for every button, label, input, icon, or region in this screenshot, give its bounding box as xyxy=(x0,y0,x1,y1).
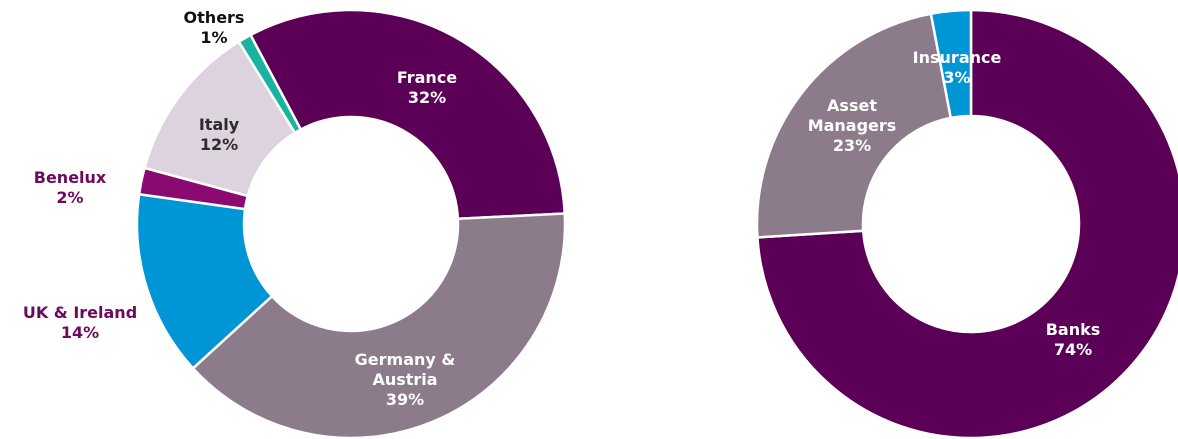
slice-name: Insurance xyxy=(912,48,1002,67)
slice-percent: 1% xyxy=(200,28,228,47)
donut-slice xyxy=(929,8,973,120)
slice-name: Others xyxy=(183,8,245,27)
slice-name: Asset Managers xyxy=(807,96,897,135)
slice-name: Germany & Austria xyxy=(354,350,456,389)
slice-percent: 14% xyxy=(60,323,100,342)
slice-label: France 32% xyxy=(397,68,457,108)
slice-percent: 23% xyxy=(832,136,872,155)
slice-label: Benelux 2% xyxy=(34,168,106,208)
slice-name: Banks xyxy=(1045,320,1101,339)
slice-label: Germany & Austria 39% xyxy=(345,350,465,410)
slice-label: Banks 74% xyxy=(1046,320,1101,360)
slice-label: UK & Ireland 14% xyxy=(23,303,137,343)
donut-slice xyxy=(237,33,303,135)
slice-percent: 2% xyxy=(56,188,84,207)
slice-name: France xyxy=(396,68,458,87)
donut-slice xyxy=(248,8,567,221)
donut-slice xyxy=(755,12,953,239)
donut-slice xyxy=(756,8,1178,439)
donut-slice xyxy=(191,212,567,439)
slice-label: Italy 12% xyxy=(199,115,239,155)
slice-name: Italy xyxy=(198,115,240,134)
slice-name: UK & Ireland xyxy=(22,303,138,322)
slice-label: Others 1% xyxy=(184,8,245,48)
slice-label: Insurance 3% xyxy=(913,48,1002,88)
slice-name: Benelux xyxy=(33,168,107,187)
slice-label: Asset Managers 23% xyxy=(797,96,907,156)
donut-slice xyxy=(135,192,274,371)
slice-percent: 39% xyxy=(385,390,425,409)
slice-percent: 32% xyxy=(407,88,447,107)
slice-percent: 3% xyxy=(943,68,971,87)
slice-percent: 74% xyxy=(1053,340,1093,359)
slice-percent: 12% xyxy=(199,135,239,154)
